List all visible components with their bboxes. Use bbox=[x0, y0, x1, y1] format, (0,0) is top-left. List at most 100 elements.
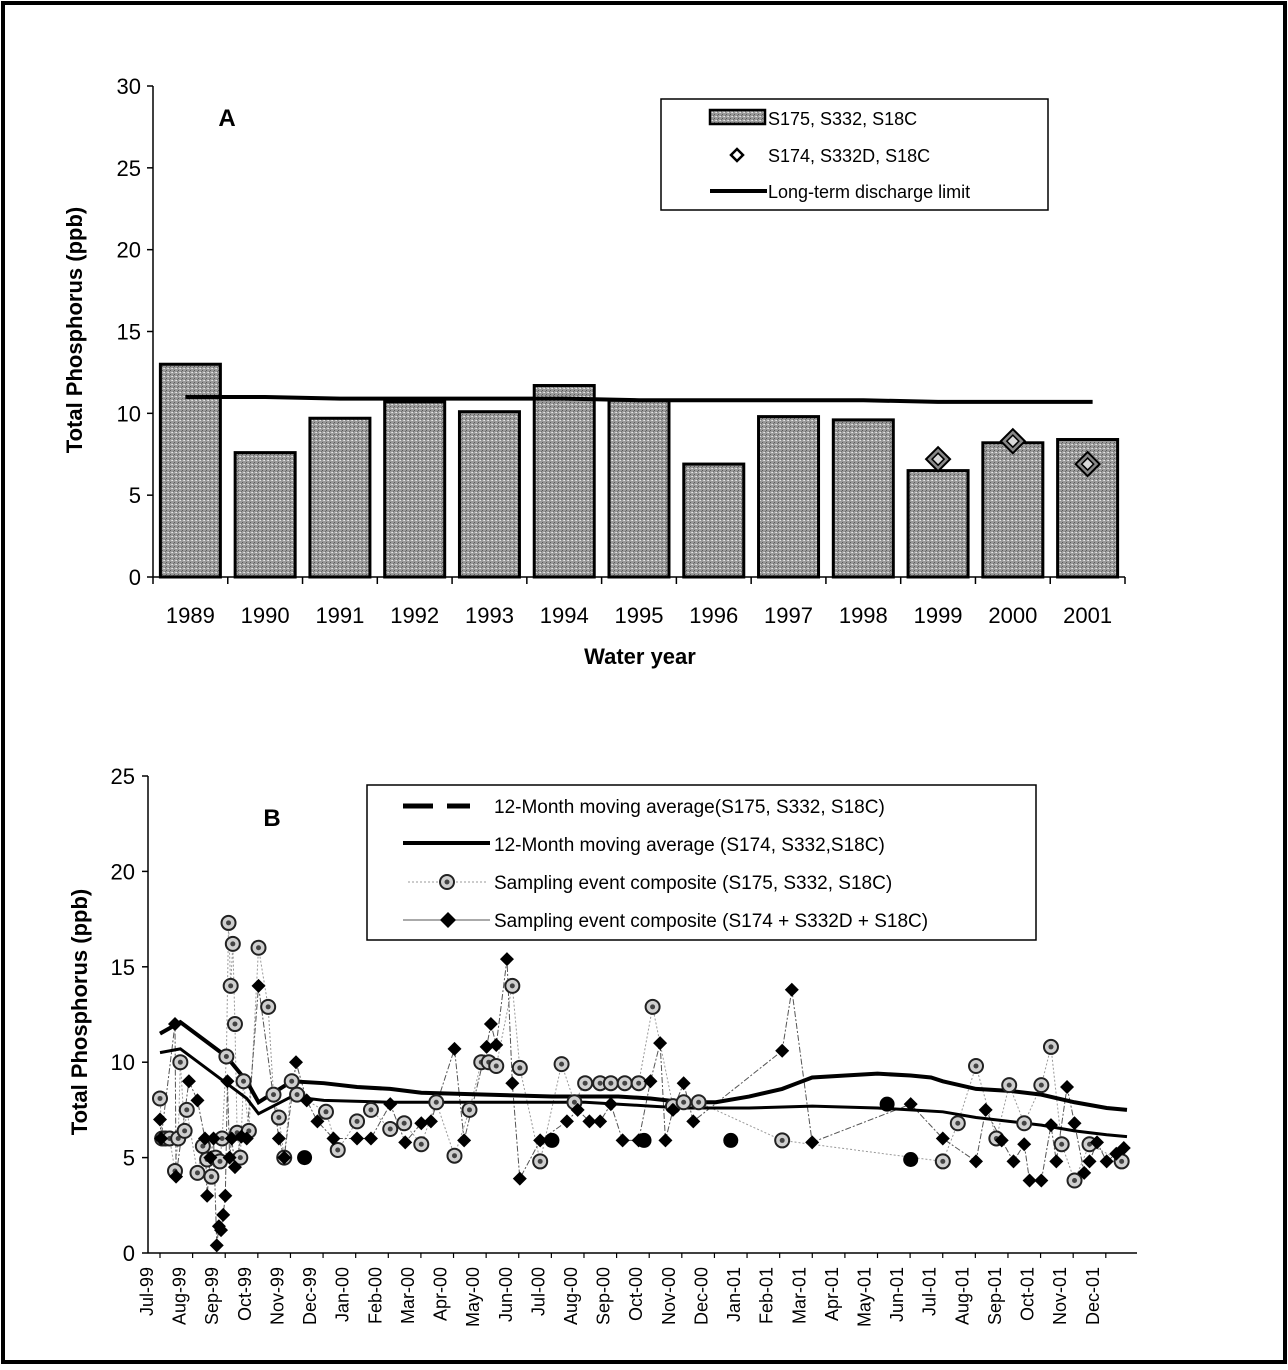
y-tick-label: 30 bbox=[117, 74, 141, 99]
circle-point-center bbox=[1021, 1120, 1027, 1126]
x-tick-label: May-00 bbox=[463, 1267, 483, 1327]
x-tick-label: 1994 bbox=[540, 603, 589, 628]
diamond-point bbox=[570, 1102, 585, 1117]
diamond-point bbox=[218, 1188, 233, 1203]
legend-a: S175, S332, S18C S174, S332D, S18C Long-te… bbox=[660, 98, 1049, 211]
circle-point-center bbox=[223, 1053, 229, 1059]
diamond-point bbox=[658, 1133, 673, 1148]
x-tick-label: Dec-00 bbox=[691, 1267, 711, 1325]
circle-point-center bbox=[681, 1099, 687, 1105]
diamond-point bbox=[603, 1097, 618, 1112]
diamond-point bbox=[222, 1150, 237, 1165]
x-tick-label: 1998 bbox=[839, 603, 888, 628]
diamond-point bbox=[299, 1093, 314, 1108]
diamond-point bbox=[181, 1074, 196, 1089]
legend-box bbox=[366, 784, 1037, 941]
circle-point-center bbox=[418, 1141, 424, 1147]
circle-point-center bbox=[1072, 1177, 1078, 1183]
diamond-point bbox=[643, 1074, 658, 1089]
circle-point-center bbox=[537, 1158, 543, 1164]
diamond-point bbox=[190, 1093, 205, 1108]
circle-point-center bbox=[271, 1092, 277, 1098]
diamond-point bbox=[310, 1114, 325, 1129]
circle-point-center bbox=[1059, 1141, 1065, 1147]
diamond-point bbox=[582, 1114, 597, 1129]
panel-b-label: B bbox=[263, 805, 280, 832]
y-tick-label: 15 bbox=[111, 955, 135, 980]
circle-series-connector bbox=[159, 922, 1122, 1182]
diamond-point bbox=[593, 1114, 608, 1129]
circle-point-center bbox=[184, 1107, 190, 1113]
x-tick-label: Jan-01 bbox=[724, 1267, 744, 1322]
circle-point-center bbox=[230, 941, 236, 947]
diamond-point bbox=[216, 1207, 231, 1222]
circle-point-center bbox=[597, 1080, 603, 1086]
circle-point-center bbox=[622, 1080, 628, 1086]
circle-point-center bbox=[157, 1095, 163, 1101]
circle-point-center bbox=[973, 1063, 979, 1069]
diamond-point bbox=[167, 1017, 182, 1032]
circle-point-center bbox=[401, 1120, 407, 1126]
diamond-point bbox=[775, 1043, 790, 1058]
diamond-point bbox=[289, 1055, 304, 1070]
x-tick-label: 1996 bbox=[689, 603, 738, 628]
diamond-point bbox=[1034, 1173, 1049, 1188]
diamond-point bbox=[209, 1238, 224, 1253]
circle-point-center bbox=[194, 1170, 200, 1176]
diamond-point-inner bbox=[931, 452, 946, 467]
x-tick-label: Jul-01 bbox=[920, 1267, 940, 1316]
circle-point-center bbox=[696, 1099, 702, 1105]
panel-a-ylabel: Total Phosphorus (ppb) bbox=[62, 207, 87, 453]
diamond-point bbox=[1090, 1135, 1105, 1150]
x-tick-label: 1997 bbox=[764, 603, 813, 628]
diamond-point bbox=[227, 1160, 242, 1175]
circle-point-center bbox=[323, 1109, 329, 1115]
diamond-point bbox=[489, 1038, 504, 1053]
x-tick-label: Mar-00 bbox=[398, 1267, 418, 1324]
diamond-point bbox=[499, 952, 514, 967]
x-tick-label: Sep-01 bbox=[985, 1267, 1005, 1325]
bar bbox=[457, 410, 521, 579]
solid-circle-point bbox=[297, 1150, 313, 1166]
diamond-point bbox=[1077, 1165, 1092, 1180]
diamond-point bbox=[615, 1133, 630, 1148]
bar bbox=[682, 462, 746, 579]
x-tick-label: 2000 bbox=[988, 603, 1037, 628]
circle-point-center bbox=[219, 1136, 225, 1142]
discharge-limit-line bbox=[185, 394, 1093, 404]
diamond-point bbox=[214, 1223, 229, 1238]
panel-b-ylabel: Total Phosphorus (ppb) bbox=[67, 889, 92, 1135]
solid-circle-point bbox=[903, 1152, 919, 1168]
x-tick-label: Oct-01 bbox=[1018, 1267, 1038, 1321]
diamond-point bbox=[665, 1102, 680, 1117]
x-tick-label: 1990 bbox=[241, 603, 290, 628]
circle-point-center bbox=[256, 945, 262, 951]
diamond-point bbox=[153, 1112, 167, 1127]
x-tick-label: Jul-99 bbox=[137, 1267, 157, 1316]
x-tick-label: Sep-00 bbox=[594, 1267, 614, 1325]
circle-point-center bbox=[217, 1158, 223, 1164]
circle-point-center bbox=[940, 1158, 946, 1164]
circle-point-center bbox=[493, 1063, 499, 1069]
diamond-point bbox=[935, 1131, 950, 1146]
circle-point-center bbox=[354, 1118, 360, 1124]
x-tick-label: 1989 bbox=[166, 603, 215, 628]
diamond-point bbox=[533, 1133, 548, 1148]
y-tick-label: 15 bbox=[117, 320, 141, 345]
circle-point-center bbox=[1048, 1044, 1054, 1050]
diamond-point bbox=[363, 1131, 378, 1146]
y-tick-label: 20 bbox=[117, 238, 141, 263]
panel-a-chart: 0 5 10 15 20 25 30 1989 1990 1991 1992 1993 1994 1995… bbox=[117, 74, 1126, 628]
y-tick-label: 5 bbox=[129, 483, 141, 508]
bar bbox=[308, 416, 372, 579]
legend-circle-swatch-center bbox=[444, 879, 450, 885]
circle-point-center bbox=[241, 1078, 247, 1084]
circle-point-center bbox=[636, 1080, 642, 1086]
diamond-point bbox=[653, 1036, 668, 1051]
diamond-point bbox=[326, 1131, 341, 1146]
bar bbox=[906, 469, 970, 579]
diamond-point bbox=[1017, 1137, 1032, 1152]
